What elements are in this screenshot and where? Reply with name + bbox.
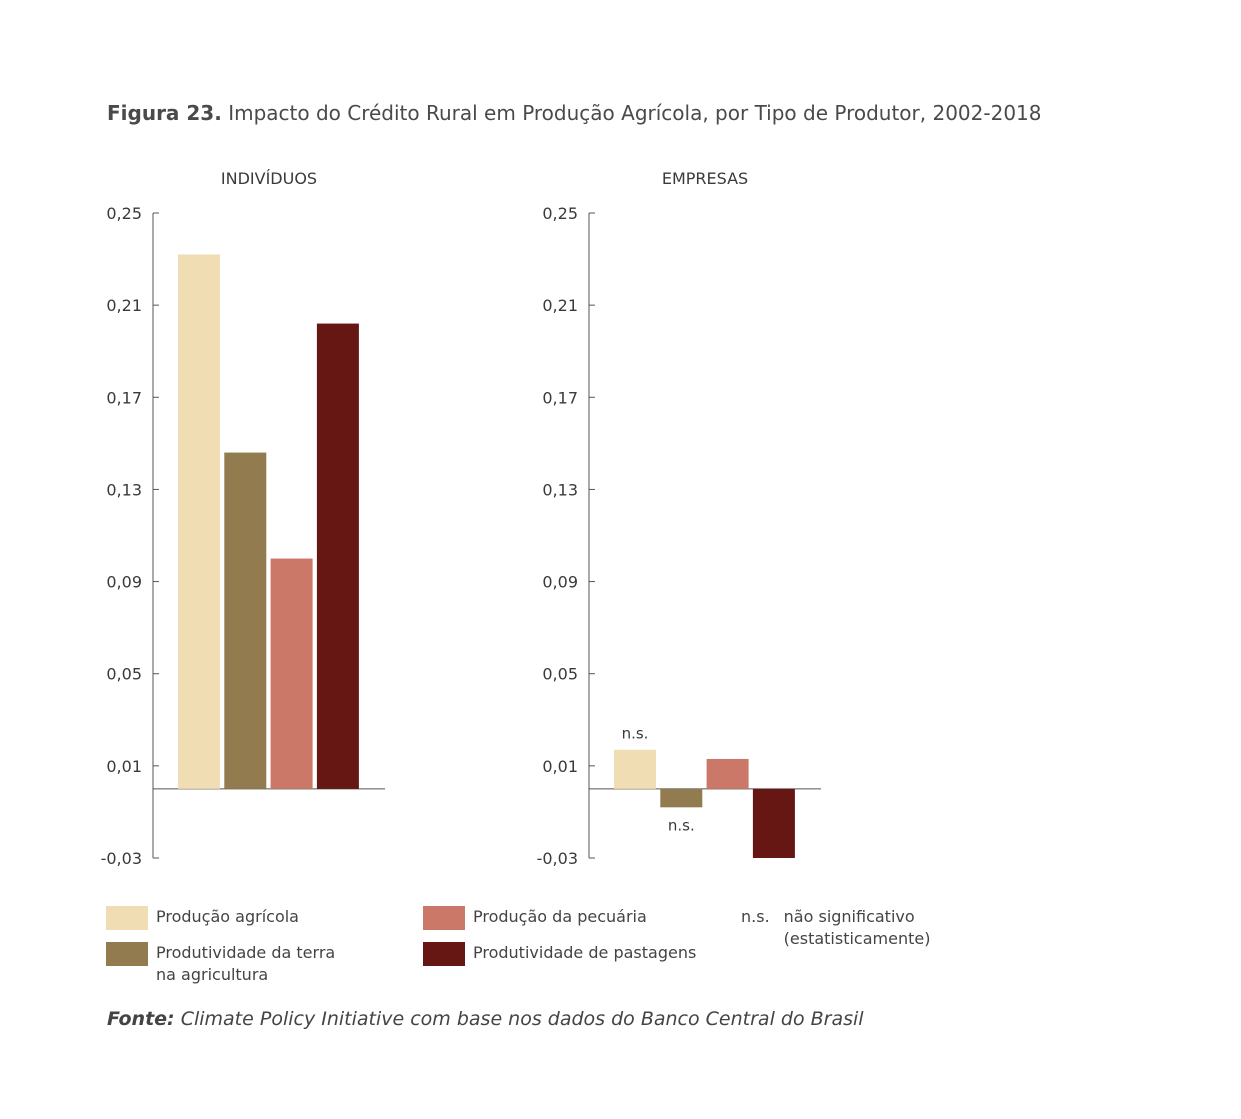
chart-individuos-bar-produtividade-da-terra-na-agricultura [224,452,267,789]
chart-individuos-y-tick-label: 0,17 [106,388,142,407]
chart-empresas-title: EMPRESAS [662,169,748,188]
chart-empresas-bar-produtividade-de-pastagens [752,788,795,858]
figure-number: Figura 23. [107,101,222,125]
chart-individuos-y-tick-label: 0,25 [106,204,142,223]
chart-empresas-y-tick-label: 0,17 [542,388,578,407]
chart-individuos-y-tick-label: 0,01 [106,757,142,776]
ns-abbreviation: n.s. [741,907,770,926]
chart-empresas-annotation-ns: n.s. [622,725,649,743]
chart-empresas-annotation-ns: n.s. [668,816,695,834]
chart-individuos-bar-producao-agricola [178,254,220,789]
chart-individuos-y-tick-label: 0,21 [106,296,142,315]
ns-description: não significativo (estatisticamente) [783,907,931,948]
source-note: Fonte: Climate Policy Initiative com bas… [107,1008,864,1030]
chart-empresas-y-tick-label: 0,25 [542,204,578,223]
chart-individuos-bar-produtividade-de-pastagens [316,323,359,789]
chart-individuos-y-tick-label: -0,03 [101,849,142,868]
chart-empresas-y-tick-label: 0,09 [542,573,578,592]
figure-title: Figura 23. Impacto do Crédito Rural em P… [107,101,1042,125]
chart-empresas-bar-produtividade-da-terra-na-agricultura [660,788,703,808]
chart-individuos-y-tick-label: 0,13 [106,480,142,499]
source-label: Fonte: [107,1008,175,1030]
chart-individuos-bar-producao-da-pecuaria [270,558,313,789]
chart-empresas-y-tick-label: 0,21 [542,296,578,315]
chart-empresas-bar-producao-agricola [614,749,656,789]
chart-individuos-title: INDIVÍDUOS [221,169,317,188]
chart-individuos-y-tick-label: 0,05 [106,665,142,684]
chart-individuos-y-tick-label: 0,09 [106,573,142,592]
chart-empresas-y-tick-label: 0,01 [542,757,578,776]
figure-title-text: Impacto do Crédito Rural em Produção Agr… [228,101,1042,125]
chart-empresas-y-tick-label: 0,05 [542,665,578,684]
chart-empresas-y-tick-label: -0,03 [537,849,578,868]
chart-empresas-bar-producao-da-pecuaria [706,758,749,789]
ns-legend: n.s. não significativo (estatisticamente… [741,906,930,950]
chart-empresas-y-tick-label: 0,13 [542,480,578,499]
source-text: Climate Policy Initiative com base nos d… [180,1008,864,1030]
